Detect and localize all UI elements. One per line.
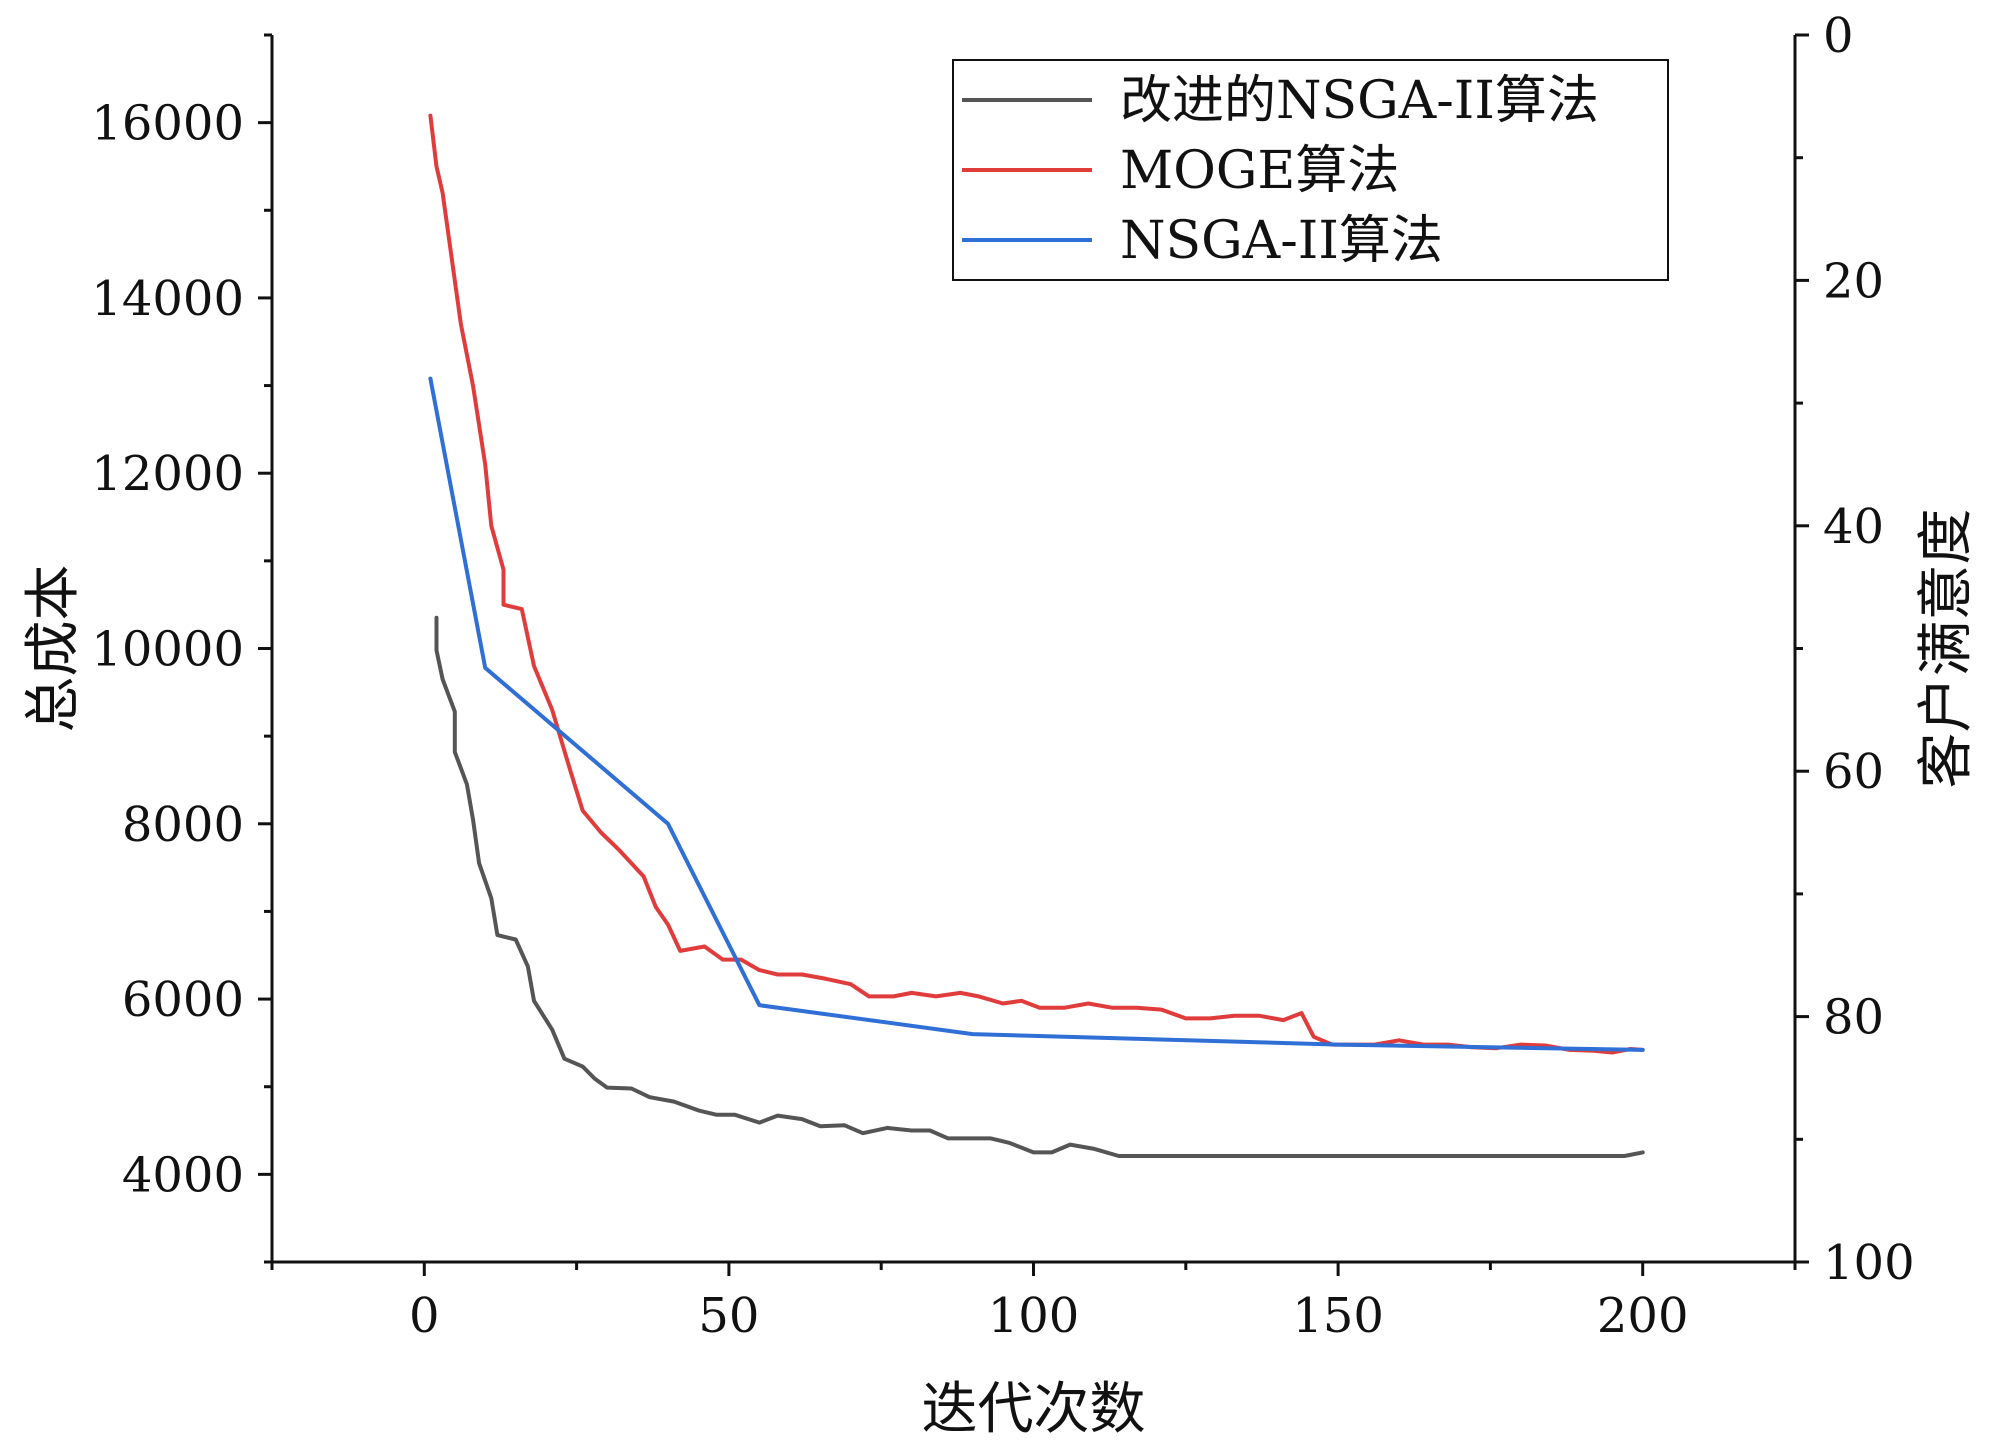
x-tick-label: 0 (409, 1288, 440, 1344)
y-axis-title: 总成本 (21, 565, 86, 733)
y-tick-label: 8000 (122, 797, 244, 853)
series-line-0 (434, 615, 1645, 1158)
y2-tick-label: 0 (1823, 8, 1854, 64)
y2-axis-title: 客户满意度 (1914, 509, 1979, 789)
y2-tick-label: 20 (1823, 253, 1884, 309)
y2-tick-label: 40 (1823, 499, 1884, 555)
y2-tick-label: 100 (1823, 1235, 1915, 1291)
x-axis-title: 迭代次数 (922, 1377, 1146, 1442)
y2-tick-label: 80 (1823, 990, 1884, 1046)
legend-label-1: MOGE算法 (1120, 141, 1399, 201)
y-tick-label: 10000 (91, 622, 244, 678)
y-tick-label: 14000 (91, 271, 244, 327)
y-tick-label: 4000 (122, 1147, 244, 1203)
legend-label-0: 改进的NSGA-II算法 (1120, 71, 1599, 131)
y-tick-label: 12000 (91, 446, 244, 502)
axes: 0 50 100 150 2004000600080001000012000140001… (21, 8, 1979, 1442)
series-line-2 (428, 376, 1645, 1052)
y-tick-label: 16000 (91, 96, 244, 152)
legend-label-2: NSGA-II算法 (1120, 211, 1443, 271)
legend: 改进的NSGA-II算法 MOGE算法 NSGA-II算法 (952, 59, 1669, 281)
y2-tick-label: 60 (1823, 744, 1884, 800)
x-tick-label: 150 (1292, 1288, 1384, 1344)
x-tick-label: 100 (988, 1288, 1080, 1344)
y-tick-label: 6000 (122, 972, 244, 1028)
x-tick-label: 200 (1597, 1288, 1689, 1344)
series-layer (428, 113, 1645, 1158)
series-line-1 (428, 113, 1645, 1055)
x-tick-label: 50 (698, 1288, 759, 1344)
